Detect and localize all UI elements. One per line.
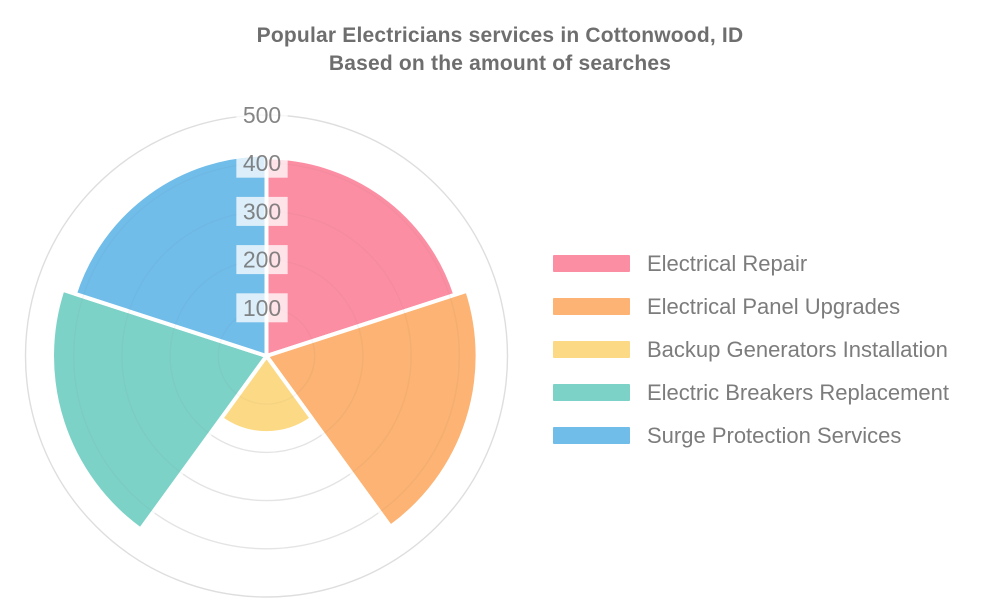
- tick-backdrop-300: [236, 196, 288, 226]
- tick-backdrop-100: [236, 293, 288, 323]
- legend-swatch-electric-breakers-replacement: [553, 384, 630, 401]
- legend-label-electric-breakers-replacement: Electric Breakers Replacement: [647, 379, 950, 405]
- legend-label-electrical-repair: Electrical Repair: [647, 250, 808, 276]
- tick-backdrop-400: [236, 148, 288, 178]
- legend-label-electrical-panel-upgrades: Electrical Panel Upgrades: [647, 293, 901, 319]
- legend-label-surge-protection-services: Surge Protection Services: [647, 422, 902, 448]
- legend-swatch-backup-generators-installation: [553, 341, 630, 358]
- chart-legend: Electrical Repair Electrical Panel Upgrad…: [553, 242, 949, 457]
- tick-backdrop-200: [236, 245, 288, 275]
- legend-swatch-electrical-panel-upgrades: [553, 298, 630, 315]
- legend-label-backup-generators-installation: Backup Generators Installation: [647, 336, 948, 362]
- radial-tick-label-400: 400: [243, 150, 281, 176]
- legend-item-electrical-panel-upgrades[interactable]: Electrical Panel Upgrades: [553, 285, 949, 328]
- legend-item-electric-breakers-replacement[interactable]: Electric Breakers Replacement: [553, 371, 949, 414]
- legend-swatch-electrical-repair: [553, 255, 630, 272]
- sector-electrical-panel-upgrades[interactable]: [264, 288, 480, 529]
- radial-tick-label-200: 200: [243, 247, 281, 273]
- sector-backup-generators-installation[interactable]: [219, 354, 314, 436]
- radial-tick-label-300: 300: [243, 198, 281, 224]
- radial-tick-label-100: 100: [243, 295, 281, 321]
- radial-tick-label-500: 500: [243, 102, 281, 128]
- sector-electric-breakers-replacement[interactable]: [50, 287, 269, 532]
- legend-item-electrical-repair[interactable]: Electrical Repair: [553, 242, 949, 285]
- legend-item-surge-protection-services[interactable]: Surge Protection Services: [553, 414, 949, 457]
- legend-item-backup-generators-installation[interactable]: Backup Generators Installation: [553, 328, 949, 371]
- sector-electrical-repair[interactable]: [264, 155, 458, 358]
- tick-backdrop-500: [236, 100, 288, 130]
- legend-swatch-surge-protection-services: [553, 427, 630, 444]
